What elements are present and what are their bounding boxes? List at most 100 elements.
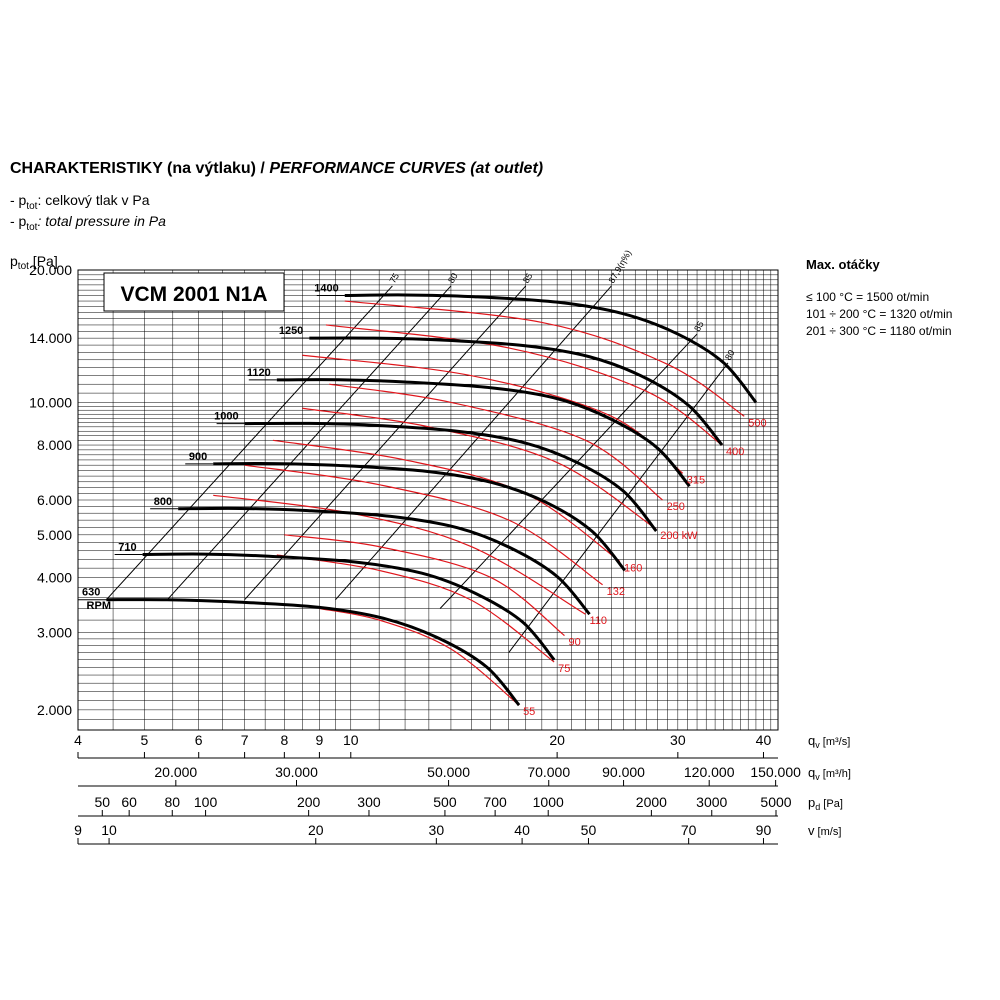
x-tick-label: 30.000 [275, 764, 318, 780]
power-curve [272, 439, 621, 562]
power-label: 200 kW [660, 530, 698, 542]
power-label: 55 [523, 706, 535, 718]
power-label: 160 [624, 562, 642, 574]
y-tick-label: 10.000 [29, 394, 72, 410]
efficiency-label: 75 [387, 271, 401, 285]
efficiency-label: 80 [723, 348, 737, 362]
y-tick-label: 5.000 [37, 527, 72, 543]
power-curve [319, 607, 520, 706]
rpm-curves [78, 293, 758, 707]
x-tick-label: 60 [121, 794, 137, 810]
power-label: 110 [590, 615, 608, 627]
rpm-curve [309, 336, 724, 447]
x-tick-label: 5000 [760, 794, 791, 810]
power-label: 400 [726, 446, 744, 458]
note-text: : celkový tlak v Pa [37, 192, 150, 208]
rpm-label: 800 [154, 496, 172, 508]
x-tick-label: 70.000 [527, 764, 570, 780]
x-tick-label: 40 [514, 822, 530, 838]
x-tick-label: 90 [756, 822, 772, 838]
efficiency-label: 87,9(η%) [606, 248, 633, 285]
rpm-curve [276, 378, 691, 488]
x-tick-label: 500 [433, 794, 457, 810]
x-tick-label: 20.000 [154, 764, 197, 780]
power-label: 250 [667, 501, 685, 513]
rpm-label: 1400 [314, 283, 338, 295]
efficiency-label: 85 [692, 319, 706, 333]
efficiency-line [244, 285, 527, 601]
x-axis-label: qv [m³/s] [808, 733, 850, 750]
y-tick-label: 3.000 [37, 624, 72, 640]
rpm-label: 1120 [247, 367, 271, 379]
power-curve [329, 383, 663, 501]
x-tick-label: 3000 [696, 794, 727, 810]
power-curve [344, 300, 745, 417]
rpm-curve [213, 462, 626, 572]
rpm-label: 900 [189, 451, 207, 463]
rpm-label: 630 [82, 587, 100, 599]
efficiency-line [439, 333, 698, 609]
power-curve [213, 494, 586, 615]
model-box [103, 272, 285, 312]
x-tick-label: 5 [141, 732, 149, 748]
x-tick-label: 30 [429, 822, 445, 838]
power-curve [302, 407, 657, 530]
note-sub: tot [26, 200, 38, 212]
y-tick-label: 8.000 [37, 437, 72, 453]
efficiency-label: 85 [521, 271, 535, 285]
power-label: 75 [558, 663, 570, 675]
note-text: : total pressure in Pa [37, 213, 166, 229]
page-title: CHARAKTERISTIKY (na výtlaku) / PERFORMAN… [10, 160, 543, 178]
title-main: CHARAKTERISTIKY (na výtlaku) / [10, 160, 265, 177]
x-axis-label: v [m/s] [808, 823, 841, 838]
x-tick-label: 70 [681, 822, 697, 838]
rpm-curve [244, 421, 658, 532]
x-tick-label: 20 [308, 822, 324, 838]
note-prefix: - p [10, 192, 27, 208]
x-tick-label: 8 [280, 732, 288, 748]
chart-labels: 20.000 14.000 10.000 8.000 6.000 5.000 4.000 3.… [10, 248, 851, 838]
x-tick-label: 6 [195, 732, 203, 748]
power-label: 132 [607, 586, 625, 598]
x-tick-label: 80 [164, 794, 180, 810]
x-tick-label: 30 [670, 732, 686, 748]
power-label: 500 [748, 417, 766, 429]
power-label: 315 [687, 474, 705, 486]
rpm-curve [142, 552, 556, 661]
x-tick-label: 120.000 [684, 764, 735, 780]
rpm-label: 710 [118, 542, 136, 554]
x-tick-label: 300 [357, 794, 381, 810]
x-tick-label: 50 [581, 822, 597, 838]
power-curve [244, 464, 603, 586]
x-tick-label: 50 [94, 794, 110, 810]
power-curve [284, 534, 565, 637]
max-speed-heading: Max. otáčky [806, 257, 880, 272]
rpm-curve [344, 293, 758, 404]
y-tick-label: 2.000 [37, 702, 72, 718]
x-tick-label: 10 [343, 732, 359, 748]
x-tick-label: 9 [74, 822, 82, 838]
legend-note-en: - ptot: total pressure in Pa [10, 213, 166, 233]
power-curve [325, 324, 723, 446]
x-tick-label: 7 [241, 732, 249, 748]
x-tick-label: 50.000 [427, 764, 470, 780]
x-tick-label: 90.000 [602, 764, 645, 780]
note-prefix: - p [10, 213, 27, 229]
note-sub: tot [26, 221, 38, 233]
rpm-curve [106, 598, 521, 707]
plot-frame [77, 269, 779, 731]
rpm-curve [178, 506, 591, 616]
x-tick-label: 20 [549, 732, 565, 748]
y-tick-label: 6.000 [37, 492, 72, 508]
x-tick-label: 4 [74, 732, 82, 748]
x-axis-label: qv [m³/h] [808, 765, 851, 782]
y-tick-label: 20.000 [29, 262, 72, 278]
x-tick-label: 10 [101, 822, 117, 838]
rpm-label: 1000 [214, 411, 238, 423]
x-tick-label: 2000 [636, 794, 667, 810]
power-curves [213, 300, 745, 706]
x-tick-label: 9 [316, 732, 324, 748]
x-tick-label: 150.000 [750, 764, 801, 780]
y-tick-label: 14.000 [29, 330, 72, 346]
